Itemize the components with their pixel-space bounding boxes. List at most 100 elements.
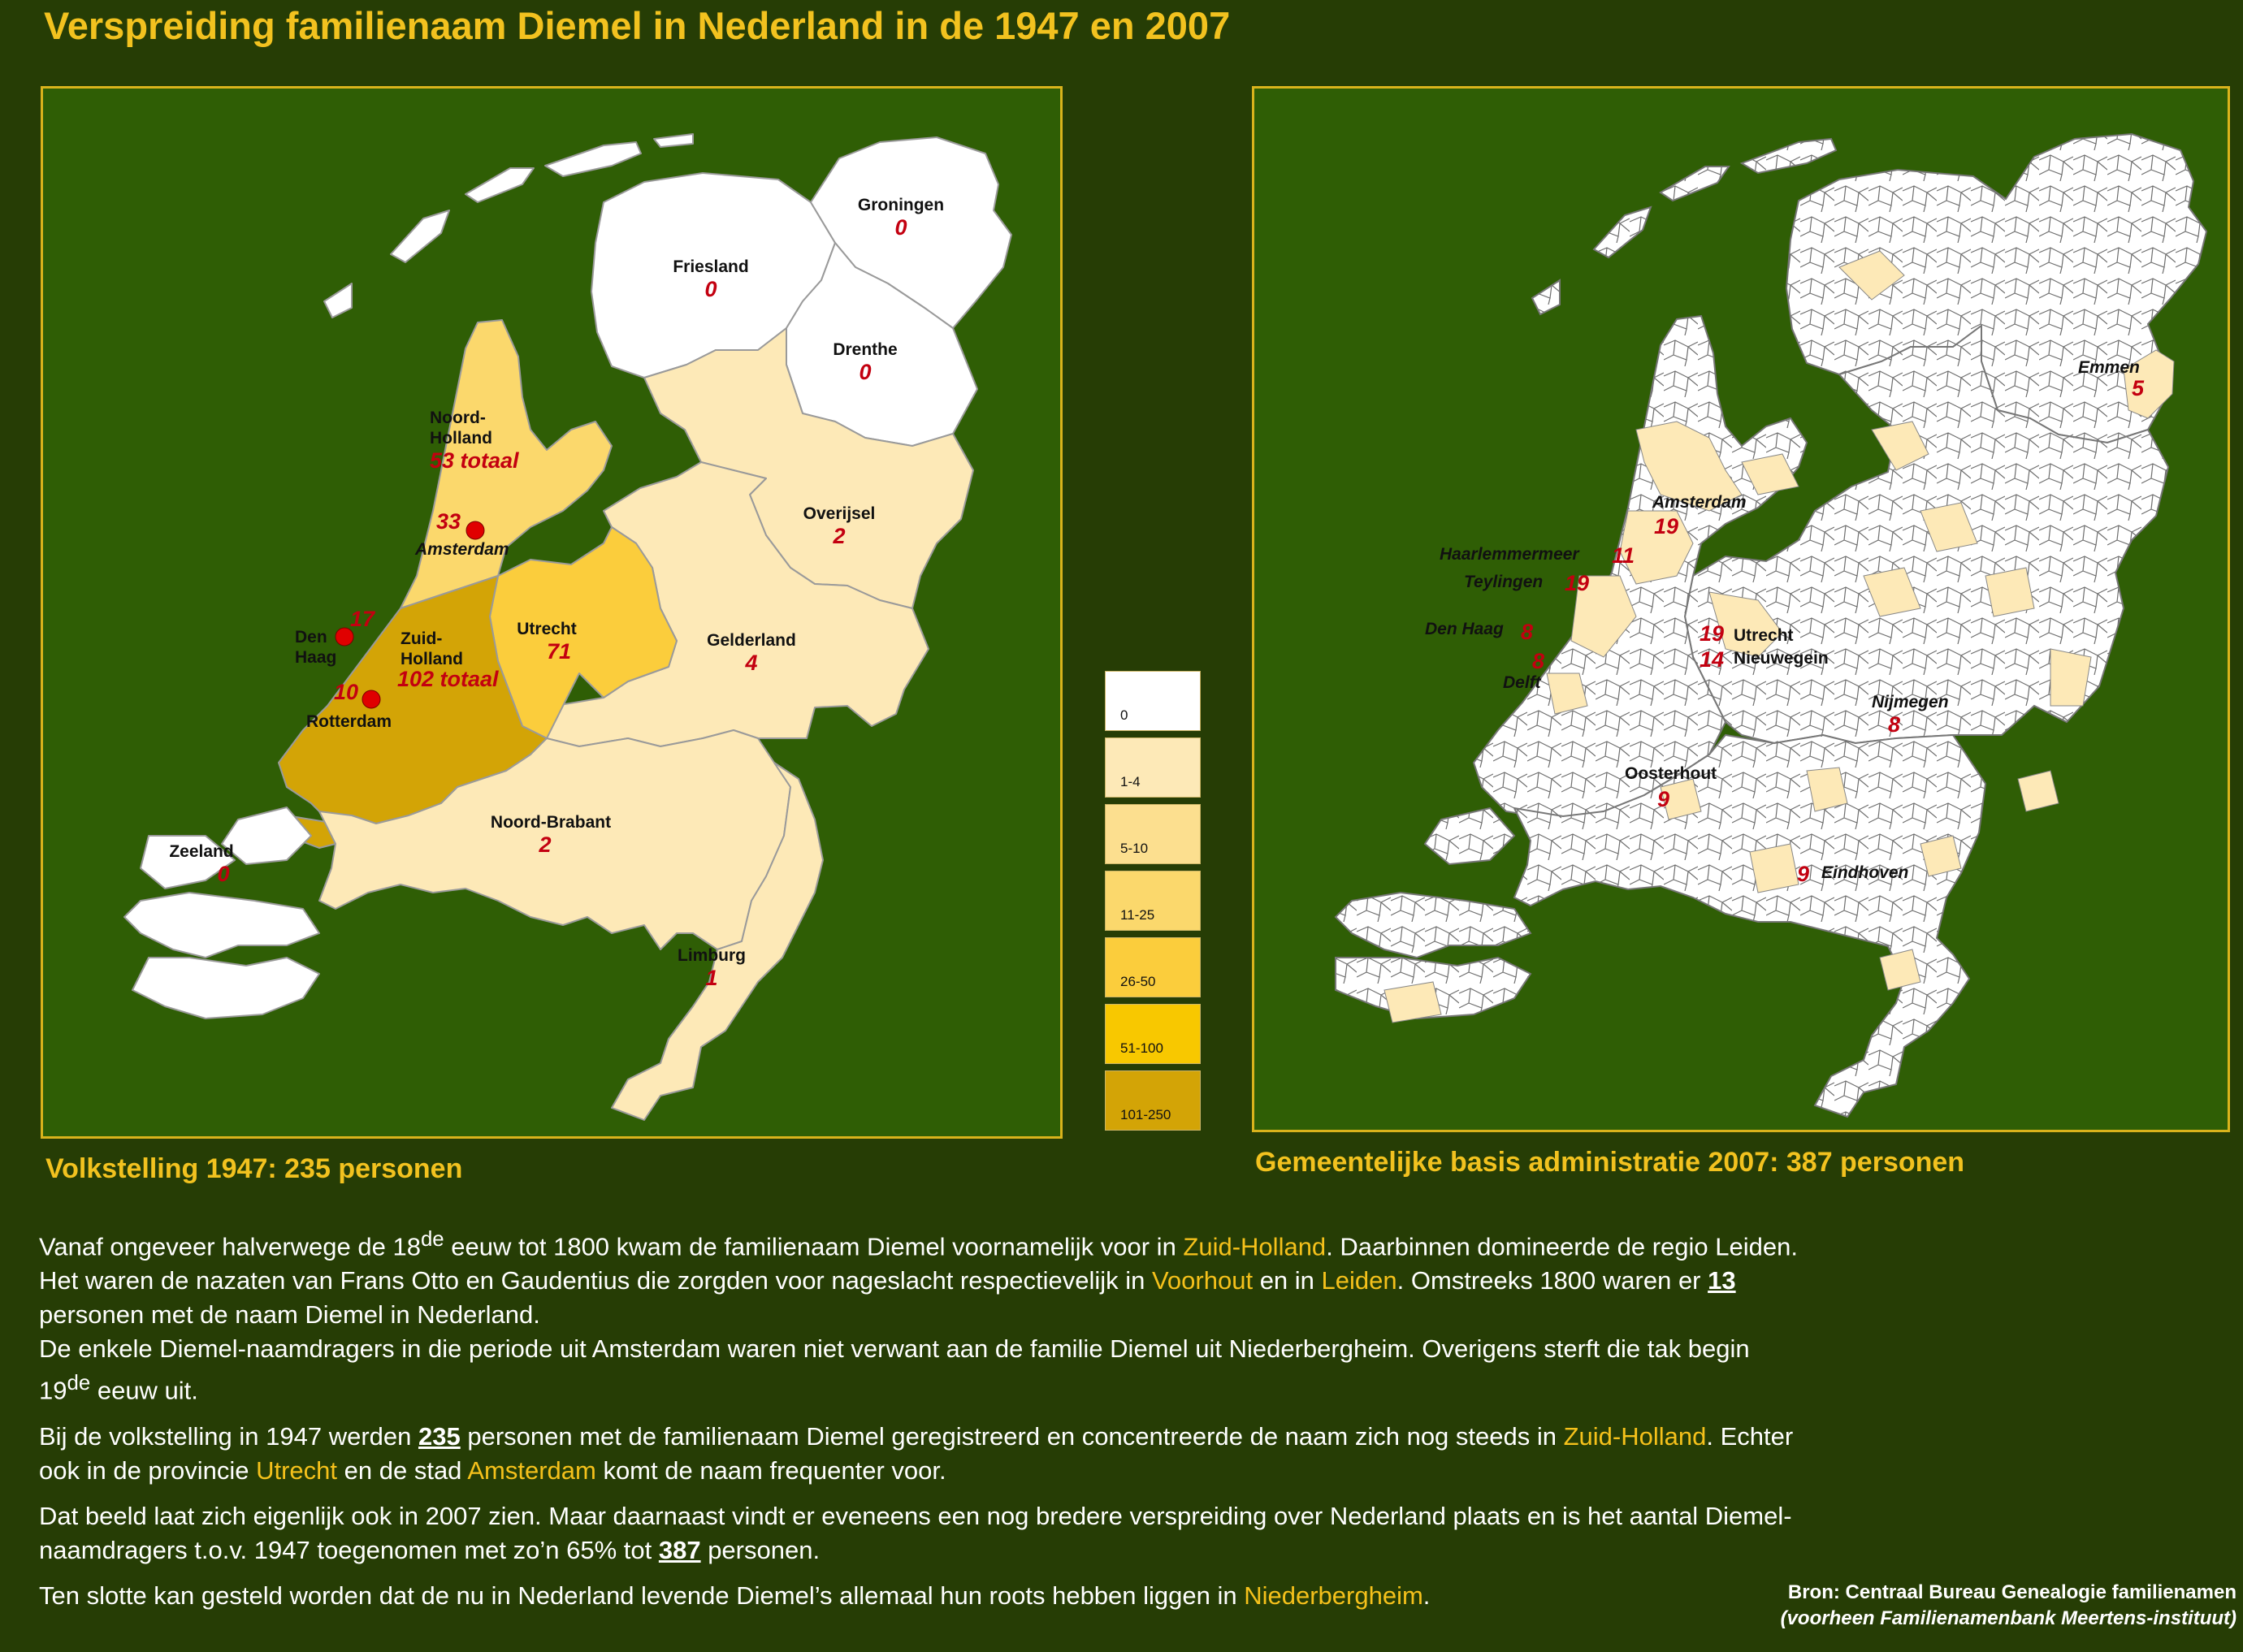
legend-item-5-10: 5-10 — [1105, 804, 1201, 864]
highlight-utrecht: Utrecht — [256, 1455, 338, 1485]
superscript: de — [420, 1228, 444, 1251]
province-zeeland — [132, 957, 320, 1019]
count-nijmegen: 8 — [1888, 712, 1900, 737]
province-limburg — [611, 762, 824, 1121]
text-run: eeuw uit. — [90, 1376, 198, 1405]
text-run: . Daarbinnen domineerde de regio Leiden.… — [39, 1232, 1798, 1295]
count-gelderland: 4 — [744, 651, 757, 675]
count-1800: 13 — [1708, 1266, 1736, 1295]
municipality-highlight — [1708, 591, 1783, 658]
map-2007-svg: Emmen 5 Amsterdam 19 Haarlemmermeer 11 T… — [1334, 132, 2208, 1118]
text-run: De enkele Diemel-naamdragers in die peri… — [39, 1334, 1750, 1405]
label-noord-holland-2: Holland — [430, 429, 492, 448]
label-gelderland: Gelderland — [707, 631, 796, 650]
count-eindhoven: 9 — [1797, 862, 1809, 886]
label-rotterdam: Rotterdam — [306, 712, 392, 731]
municipality-highlight — [1806, 767, 1848, 812]
count-drenthe: 0 — [859, 360, 871, 384]
wadden-island — [1592, 205, 1652, 259]
label-drenthe: Drenthe — [833, 340, 897, 359]
label-overijsel: Overijsel — [803, 504, 876, 523]
map-1947: Groningen 0 Friesland 0 Drenthe 0 Noord-… — [41, 86, 1063, 1139]
page-title: Verspreiding familienaam Diemel in Neder… — [44, 4, 1231, 47]
highlight-voorhout: Voorhout — [1151, 1266, 1254, 1295]
wadden-island — [1531, 279, 1561, 316]
label-den-haag-2007: Den Haag — [1425, 620, 1504, 638]
caption-1947: Volkstelling 1947: 235 personen — [45, 1153, 463, 1184]
city-dot-den-haag — [335, 627, 354, 647]
label-haarlemmermeer: Haarlemmermeer — [1440, 545, 1580, 564]
wadden-island — [390, 210, 450, 263]
city-dot-rotterdam — [362, 690, 381, 709]
source-line-1: Bron: Centraal Bureau Genealogie familie… — [1787, 1581, 2237, 1603]
text-run: Ten slotte kan gesteld worden dat de nu … — [39, 1581, 1245, 1610]
text-run: Dat beeld laat zich eigenlijk ook in 200… — [39, 1501, 1792, 1564]
municipality-emmen — [2123, 349, 2175, 419]
label-noord-brabant: Noord-Brabant — [491, 813, 611, 832]
label-emmen: Emmen — [2078, 358, 2140, 377]
province-zeeland — [221, 807, 312, 865]
highlight-leiden: Leiden — [1321, 1266, 1397, 1295]
label-limburg: Limburg — [678, 946, 746, 965]
legend: 0 1-4 5-10 11-25 26-50 51-100 101-250 — [1105, 671, 1204, 1137]
label-amsterdam: Amsterdam — [414, 540, 509, 559]
municipality-highlight — [1749, 843, 1799, 893]
municipality-highlight — [1920, 502, 1978, 552]
count-oosterhout: 9 — [1657, 787, 1669, 811]
count-amsterdam-2007: 19 — [1654, 514, 1678, 538]
count-friesland: 0 — [704, 277, 717, 301]
wadden-island — [1659, 166, 1730, 202]
region-central — [1683, 324, 2170, 745]
province-noord-holland — [400, 319, 613, 609]
count-limburg: 1 — [705, 966, 717, 990]
wadden-island — [653, 133, 694, 148]
municipality-highlight — [1635, 421, 1743, 512]
municipality-highlight — [1619, 510, 1694, 585]
text-run: . Omstreeks 1800 waren er — [1396, 1266, 1708, 1295]
legend-item-101-250: 101-250 — [1105, 1070, 1201, 1131]
municipality-highlight — [1985, 567, 2035, 617]
wadden-island — [1739, 137, 1838, 175]
map-2007: Emmen 5 Amsterdam 19 Haarlemmermeer 11 T… — [1252, 86, 2230, 1132]
label-nieuwegein: Nieuwegein — [1734, 649, 1829, 668]
label-utrecht: Utrecht — [517, 620, 577, 638]
text-run: personen met de naam Diemel in Nederland… — [39, 1300, 540, 1330]
text-run: eeuw tot 1800 kwam de familienaam Diemel… — [444, 1232, 1184, 1261]
wadden-island — [323, 283, 353, 318]
municipality-highlight — [1920, 835, 1962, 877]
city-dot-amsterdam — [465, 521, 485, 540]
count-amsterdam: 33 — [436, 509, 461, 534]
count-noord-holland: 53 totaal — [430, 448, 519, 473]
highlight-zuid-holland: Zuid-Holland — [1183, 1232, 1327, 1261]
label-oosterhout: Oosterhout — [1625, 764, 1717, 783]
count-delft: 8 — [1532, 649, 1544, 673]
paragraph-1: Vanaf ongeveer halverwege de 18de eeuw t… — [39, 1222, 1802, 1408]
municipality-highlight — [1546, 672, 1588, 715]
label-den-haag-2: Haag — [295, 648, 336, 667]
count-nieuwegein: 14 — [1700, 647, 1724, 672]
legend-label: 26-50 — [1120, 974, 1156, 989]
municipality-highlight — [1838, 250, 1905, 301]
province-zeeland — [140, 835, 236, 889]
count-zeeland: 0 — [217, 862, 229, 886]
count-haarlemmermeer: 11 — [1612, 543, 1635, 568]
count-den-haag: 17 — [350, 607, 376, 631]
legend-label: 1-4 — [1120, 774, 1141, 789]
count-zuid-holland: 102 totaal — [397, 667, 499, 691]
label-eindhoven: Eindhoven — [1821, 863, 1908, 882]
legend-item-26-50: 26-50 — [1105, 937, 1201, 997]
legend-label: 0 — [1120, 707, 1128, 723]
source-line-2: (voorheen Familienamenbank Meertens-inst… — [1780, 1607, 2237, 1629]
legend-item-1-4: 1-4 — [1105, 737, 1201, 798]
label-groningen: Groningen — [858, 196, 944, 214]
source-credit: Bron: Centraal Bureau Genealogie familie… — [1781, 1580, 2237, 1632]
legend-item-51-100: 51-100 — [1105, 1004, 1201, 1064]
municipality-highlight — [1879, 949, 1921, 991]
municipality-highlight — [1570, 575, 1637, 658]
legend-label: 51-100 — [1120, 1040, 1163, 1056]
count-1947: 235 — [418, 1421, 461, 1451]
municipality-highlight — [1383, 981, 1442, 1023]
count-den-haag-2007: 8 — [1521, 620, 1533, 644]
municipality-highlight — [2050, 648, 2092, 707]
highlight-niederbergheim: Niederbergheim — [1244, 1581, 1423, 1610]
